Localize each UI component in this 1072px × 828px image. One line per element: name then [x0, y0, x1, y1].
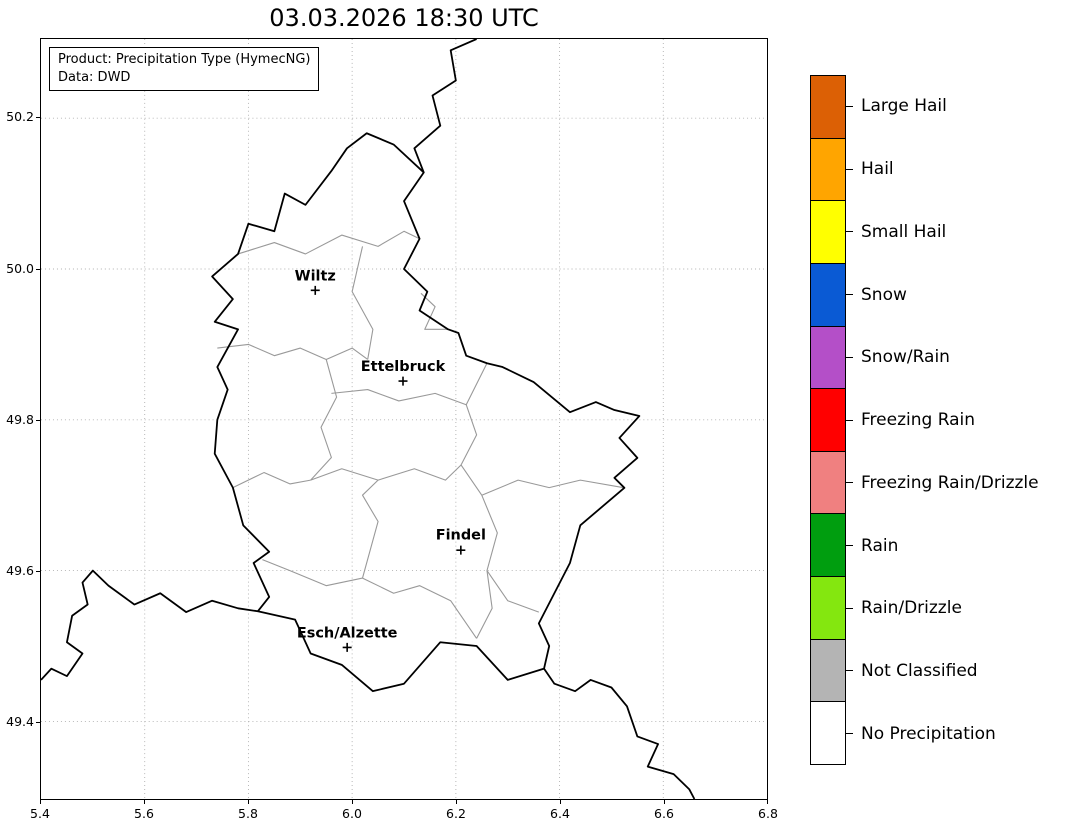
legend-item: Large Hail	[846, 75, 1072, 138]
legend-tick-icon	[846, 733, 853, 735]
y-tick	[36, 268, 40, 270]
france-belgium-border	[41, 569, 258, 681]
city-marker-findel	[456, 545, 466, 555]
legend-tick-icon	[846, 294, 853, 296]
legend-swatch	[811, 263, 845, 327]
legend-item: Snow/Rain	[846, 326, 1072, 389]
x-tick	[663, 800, 665, 804]
x-tick-label: 6.2	[446, 806, 466, 821]
legend-label: Hail	[861, 159, 894, 180]
legend-tick-icon	[846, 356, 853, 358]
belgium-germany-border	[413, 39, 477, 173]
x-tick	[247, 800, 249, 804]
y-tick-label: 50.2	[6, 109, 34, 124]
legend-label: Rain	[861, 535, 899, 556]
city-label-findel: Findel	[436, 528, 486, 544]
legend-tick-icon	[846, 419, 853, 421]
legend-item: Not Classified	[846, 640, 1072, 703]
legend-item: Freezing Rain	[846, 389, 1072, 452]
legend-item: Rain/Drizzle	[846, 577, 1072, 640]
legend-item: Hail	[846, 138, 1072, 201]
legend-swatch	[811, 76, 845, 139]
luxembourg-border	[211, 132, 641, 693]
legend-item: No Precipitation	[846, 702, 1072, 765]
legend-item: Small Hail	[846, 200, 1072, 263]
france-germany-border	[543, 668, 696, 799]
legend-label: Snow/Rain	[861, 347, 950, 368]
legend-label: Small Hail	[861, 221, 947, 242]
city-marker-ettelbruck	[398, 376, 408, 386]
city-marker-esch	[342, 642, 352, 652]
legend-tick-icon	[846, 105, 853, 107]
canton-borders	[217, 230, 625, 639]
x-tick	[766, 800, 768, 804]
city-marker-wiltz	[310, 285, 320, 295]
legend-swatch	[811, 514, 845, 578]
city-label-wiltz: Wiltz	[295, 268, 336, 284]
legend-label: Rain/Drizzle	[861, 598, 962, 619]
x-tick-label: 6.8	[758, 806, 778, 821]
x-tick-label: 6.0	[342, 806, 362, 821]
x-tick	[351, 800, 353, 804]
country-borders	[41, 39, 696, 799]
city-labels: Wiltz Ettelbruck Findel Esch/Alzette	[295, 268, 486, 641]
y-tick	[36, 420, 40, 421]
x-tick-label: 6.6	[654, 806, 674, 821]
product-info-line2: Data: DWD	[58, 70, 131, 86]
legend-swatch	[811, 326, 845, 390]
legend-swatch	[811, 639, 845, 703]
city-label-ettelbruck: Ettelbruck	[361, 359, 446, 375]
map-plot: Wiltz Ettelbruck Findel Esch/Alzette Pro…	[40, 38, 768, 800]
legend-swatch	[811, 451, 845, 515]
legend-tick-icon	[846, 231, 853, 233]
plot-title: 03.03.2026 18:30 UTC	[269, 4, 539, 32]
product-info-line1: Product: Precipitation Type (HymecNG)	[58, 52, 311, 67]
legend-tick-icon	[846, 670, 853, 672]
x-tick	[559, 800, 561, 804]
legend-item: Rain	[846, 514, 1072, 577]
legend-swatch	[811, 138, 845, 202]
legend-label: Freezing Rain/Drizzle	[861, 472, 1039, 493]
legend-swatch	[811, 201, 845, 264]
legend-swatch	[811, 577, 845, 640]
y-tick-label: 49.6	[6, 563, 34, 578]
legend-swatch	[811, 702, 845, 765]
map-canvas: Wiltz Ettelbruck Findel Esch/Alzette	[41, 39, 767, 799]
legend-colorbar	[810, 75, 846, 765]
city-markers	[310, 285, 466, 652]
x-tick-label: 5.8	[238, 806, 258, 821]
legend-tick-icon	[846, 168, 853, 170]
legend-label: No Precipitation	[861, 723, 996, 744]
city-label-esch: Esch/Alzette	[297, 625, 398, 641]
y-tick	[36, 722, 40, 723]
x-tick	[39, 800, 41, 804]
legend-tick-icon	[846, 482, 853, 484]
legend-swatch	[811, 389, 845, 452]
x-tick-label: 5.6	[134, 806, 154, 821]
x-tick	[455, 800, 457, 804]
legend-labels: Large Hail Hail Small Hail Snow Snow/Rai…	[846, 75, 1072, 765]
legend-tick-icon	[846, 545, 853, 546]
legend-label: Not Classified	[861, 660, 978, 681]
product-info-box: Product: Precipitation Type (HymecNG) Da…	[49, 47, 320, 92]
x-tick	[143, 800, 145, 804]
legend-label: Freezing Rain	[861, 410, 976, 431]
y-tick	[36, 571, 40, 572]
y-tick	[36, 117, 40, 118]
legend-label: Snow	[861, 284, 907, 305]
y-tick-label: 49.8	[6, 412, 34, 427]
y-tick-label: 50.0	[6, 261, 34, 276]
legend-item: Snow	[846, 263, 1072, 326]
x-tick-label: 6.4	[550, 806, 570, 821]
legend-label: Large Hail	[861, 96, 947, 117]
legend-item: Freezing Rain/Drizzle	[846, 451, 1072, 514]
y-tick-label: 49.4	[6, 714, 34, 729]
legend-tick-icon	[846, 607, 853, 609]
x-tick-label: 5.4	[30, 806, 50, 821]
